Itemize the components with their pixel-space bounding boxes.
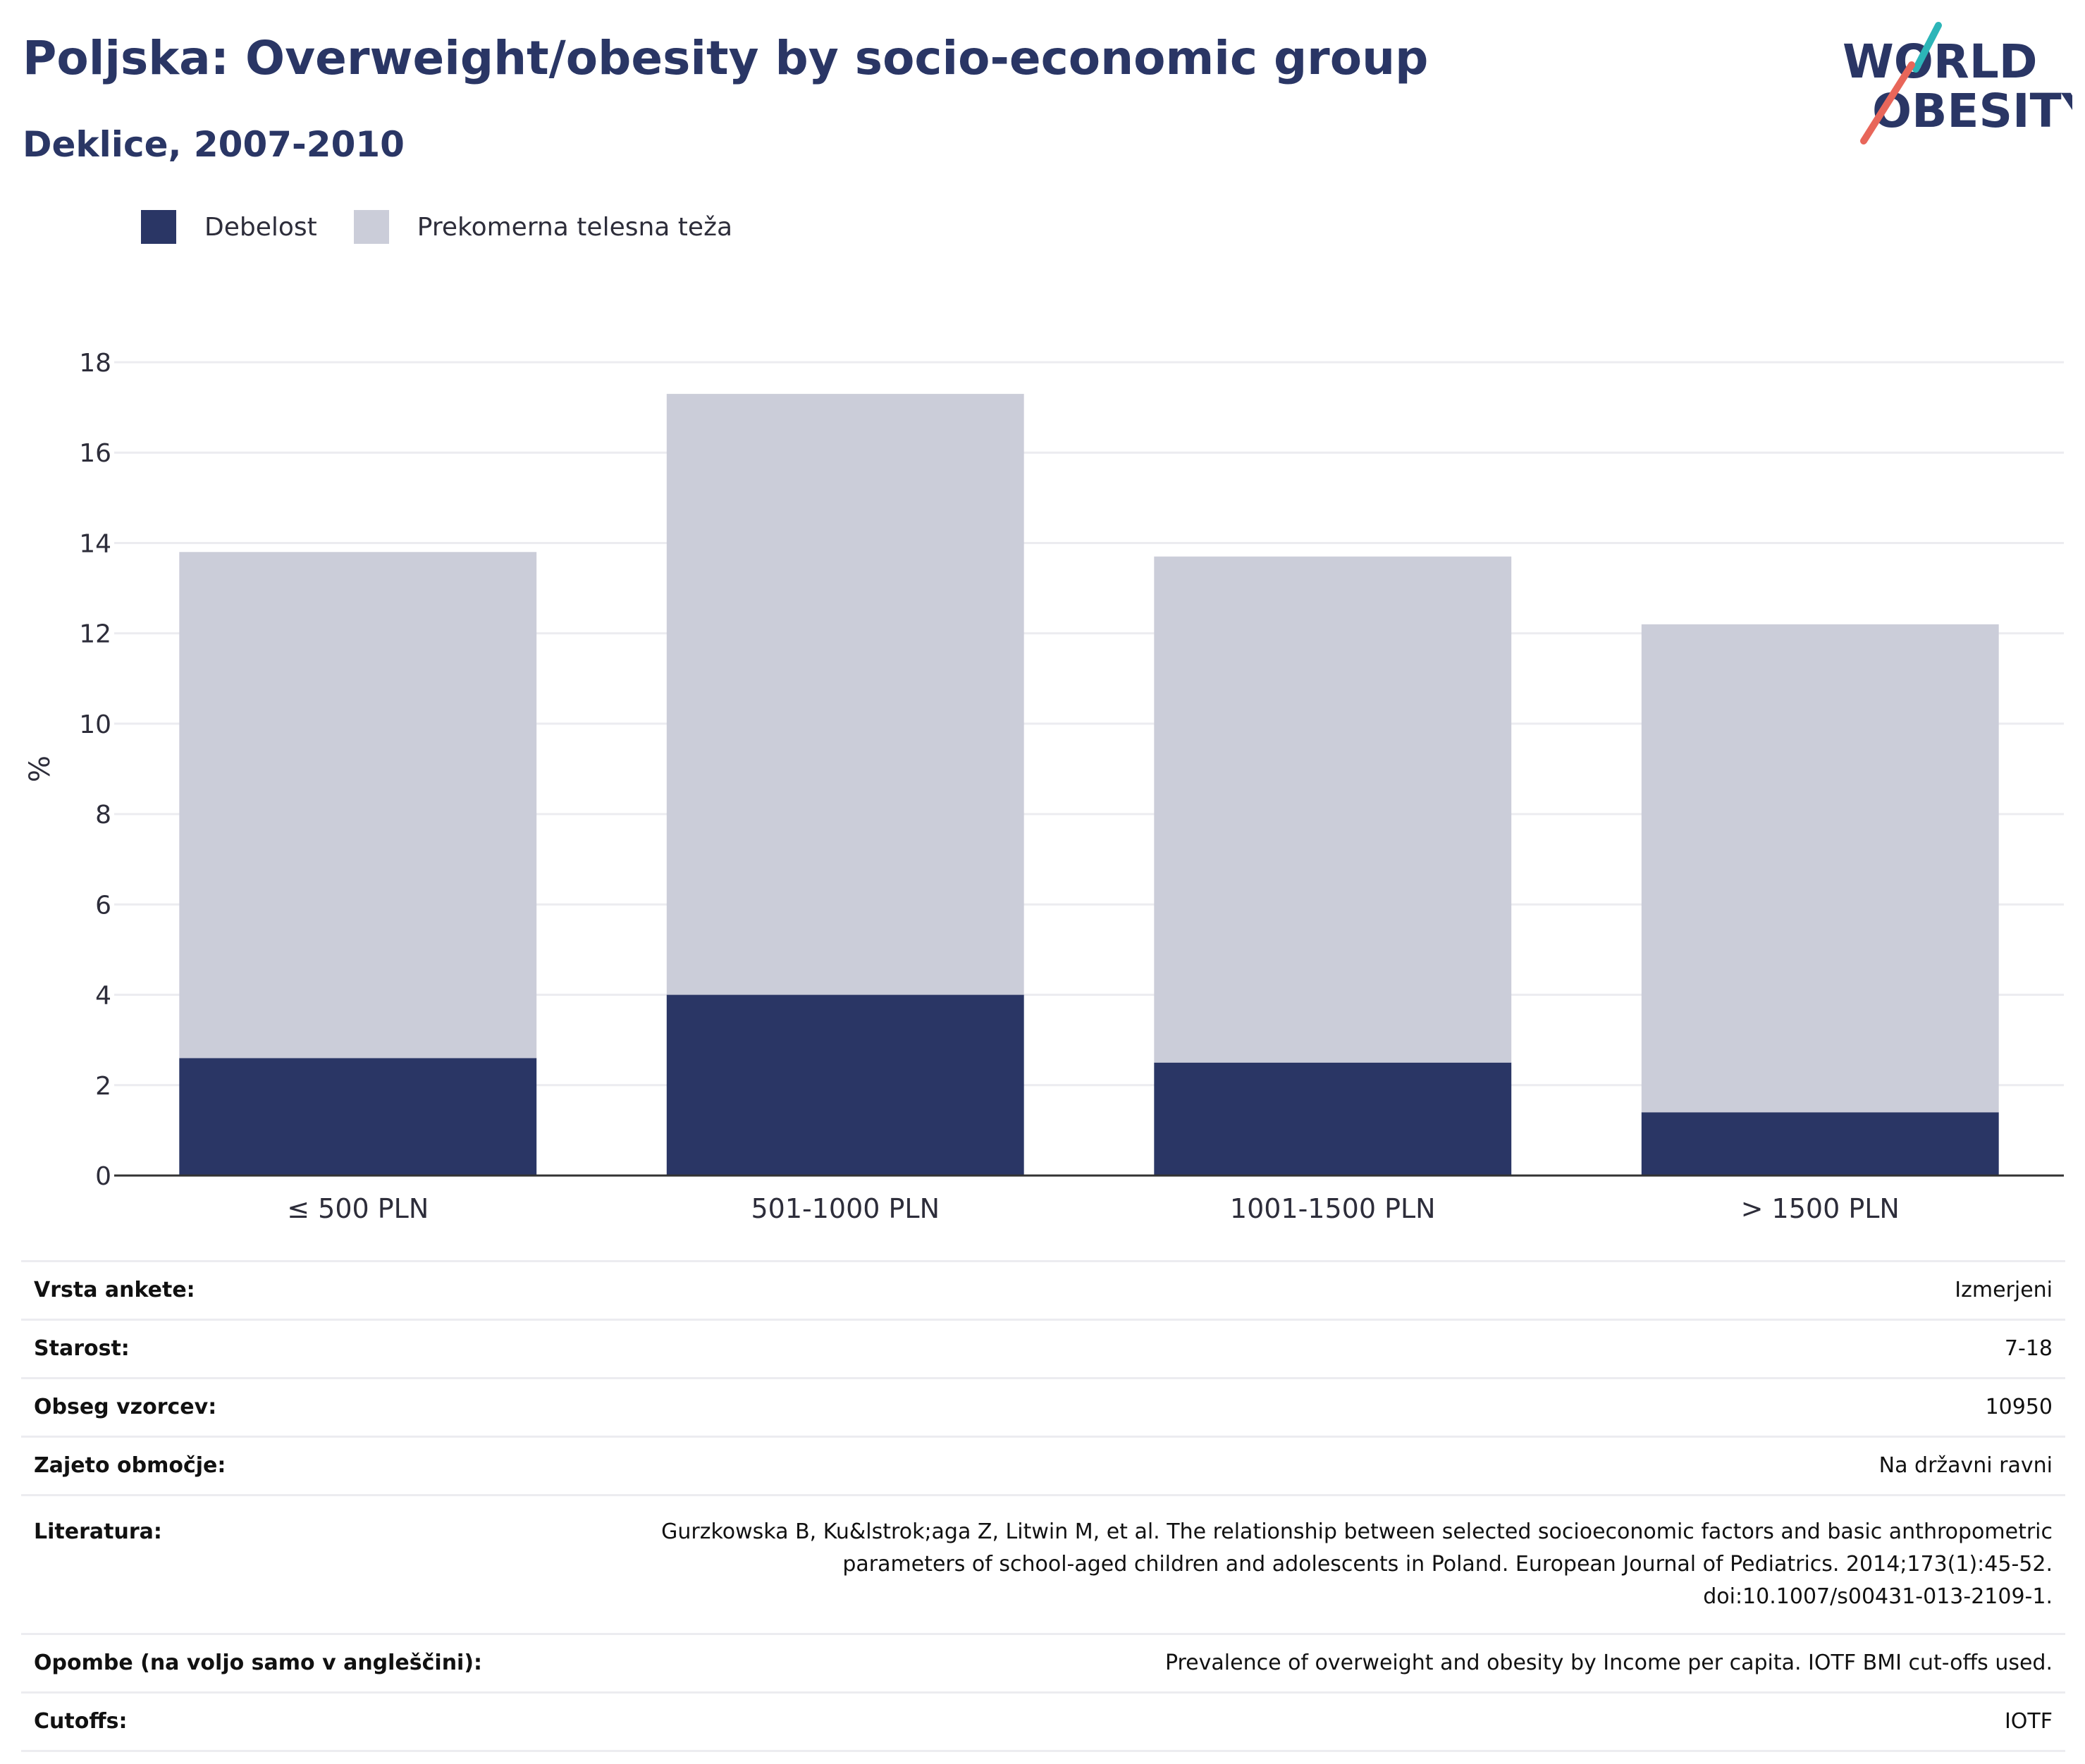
bar-obesity [1154, 1062, 1512, 1176]
logo-teal-stroke [1912, 22, 1942, 73]
y-axis-label: % [24, 755, 56, 782]
info-row: Literatura: Gurzkowska B, Ku&lstrok;aga Z… [21, 1494, 2065, 1634]
world-obesity-logo: WORLD OBESITY [1843, 22, 2072, 144]
info-row: Cutoffs: IOTF [21, 1691, 2065, 1752]
legend-swatch-overweight [353, 210, 389, 244]
x-tick-label: > 1500 PLN [1741, 1193, 1900, 1224]
info-value: 10950 [524, 1377, 2065, 1437]
info-row: Starost: 7-18 [21, 1319, 2065, 1378]
info-value: IOTF [524, 1691, 2065, 1752]
info-row: Vrsta ankete: Izmerjeni [21, 1260, 2065, 1320]
info-key: Opombe (na voljo samo v angleščini): [21, 1633, 525, 1693]
x-tick-label: ≤ 500 PLN [287, 1193, 429, 1224]
info-value: Prevalence of overweight and obesity by … [524, 1633, 2065, 1693]
y-tick-label: 14 [79, 529, 111, 558]
legend-label-overweight: Prekomerna telesna teža [417, 212, 733, 242]
y-tick-label: 2 [95, 1072, 111, 1101]
bar-overweight [1641, 624, 1999, 1113]
x-tick-label: 501-1000 PLN [751, 1193, 940, 1224]
legend-item-obesity[interactable]: Debelost [141, 210, 317, 244]
info-value: 7-18 [524, 1319, 2065, 1378]
survey-info-table: Vrsta ankete: Izmerjeni Starost: 7-18 Obseg … [21, 1260, 2065, 1752]
y-tick-label: 0 [95, 1162, 111, 1191]
bar-obesity [1641, 1112, 1999, 1176]
info-key: Vrsta ankete: [21, 1260, 525, 1320]
y-tick-label: 6 [95, 891, 111, 920]
y-tick-label: 12 [79, 620, 111, 649]
info-key: Obseg vzorcev: [21, 1377, 525, 1437]
x-tick-label: 1001-1500 PLN [1230, 1193, 1436, 1224]
info-row: Zajeto območje: Na državni ravni [21, 1436, 2065, 1495]
info-value: Izmerjeni [524, 1260, 2065, 1320]
chart-legend: Debelost Prekomerna telesna teža [141, 209, 769, 245]
info-row: Obseg vzorcev: 10950 [21, 1377, 2065, 1437]
info-key: Starost: [21, 1319, 525, 1378]
info-key: Literatura: [21, 1494, 525, 1634]
logo-coral-stroke [1860, 61, 1915, 144]
bar-obesity [179, 1058, 537, 1176]
bar-overweight [666, 393, 1024, 995]
info-key: Zajeto območje: [21, 1436, 525, 1495]
chart-title: Poljska: Overweight/obesity by socio-eco… [23, 31, 1429, 85]
bar-obesity [666, 994, 1024, 1176]
info-key: Cutoffs: [21, 1691, 525, 1752]
y-tick-label: 18 [79, 349, 111, 378]
info-row: Opombe (na voljo samo v angleščini): Prev… [21, 1633, 2065, 1693]
y-tick-label: 4 [95, 982, 111, 1011]
legend-label-obesity: Debelost [204, 212, 317, 242]
bar-overweight [1154, 556, 1512, 1063]
logo-text-world: WORLD [1843, 35, 2038, 89]
stacked-bar-chart: 0 2 4 6 8 10 12 14 16 18% ≤ 500 PLN 501-1000 PLN 100… [24, 349, 2064, 1224]
y-tick-label: 10 [79, 710, 111, 739]
chart-subtitle: Deklice, 2007-2010 [23, 124, 405, 165]
legend-item-overweight[interactable]: Prekomerna telesna teža [353, 210, 733, 244]
info-value: Na državni ravni [524, 1436, 2065, 1495]
bar-overweight [179, 552, 537, 1059]
y-tick-label: 16 [79, 439, 111, 468]
logo-text-obesity: OBESITY [1872, 84, 2072, 138]
y-tick-label: 8 [95, 801, 111, 829]
info-value: Gurzkowska B, Ku&lstrok;aga Z, Litwin M,… [524, 1494, 2065, 1634]
legend-swatch-obesity [141, 210, 176, 244]
